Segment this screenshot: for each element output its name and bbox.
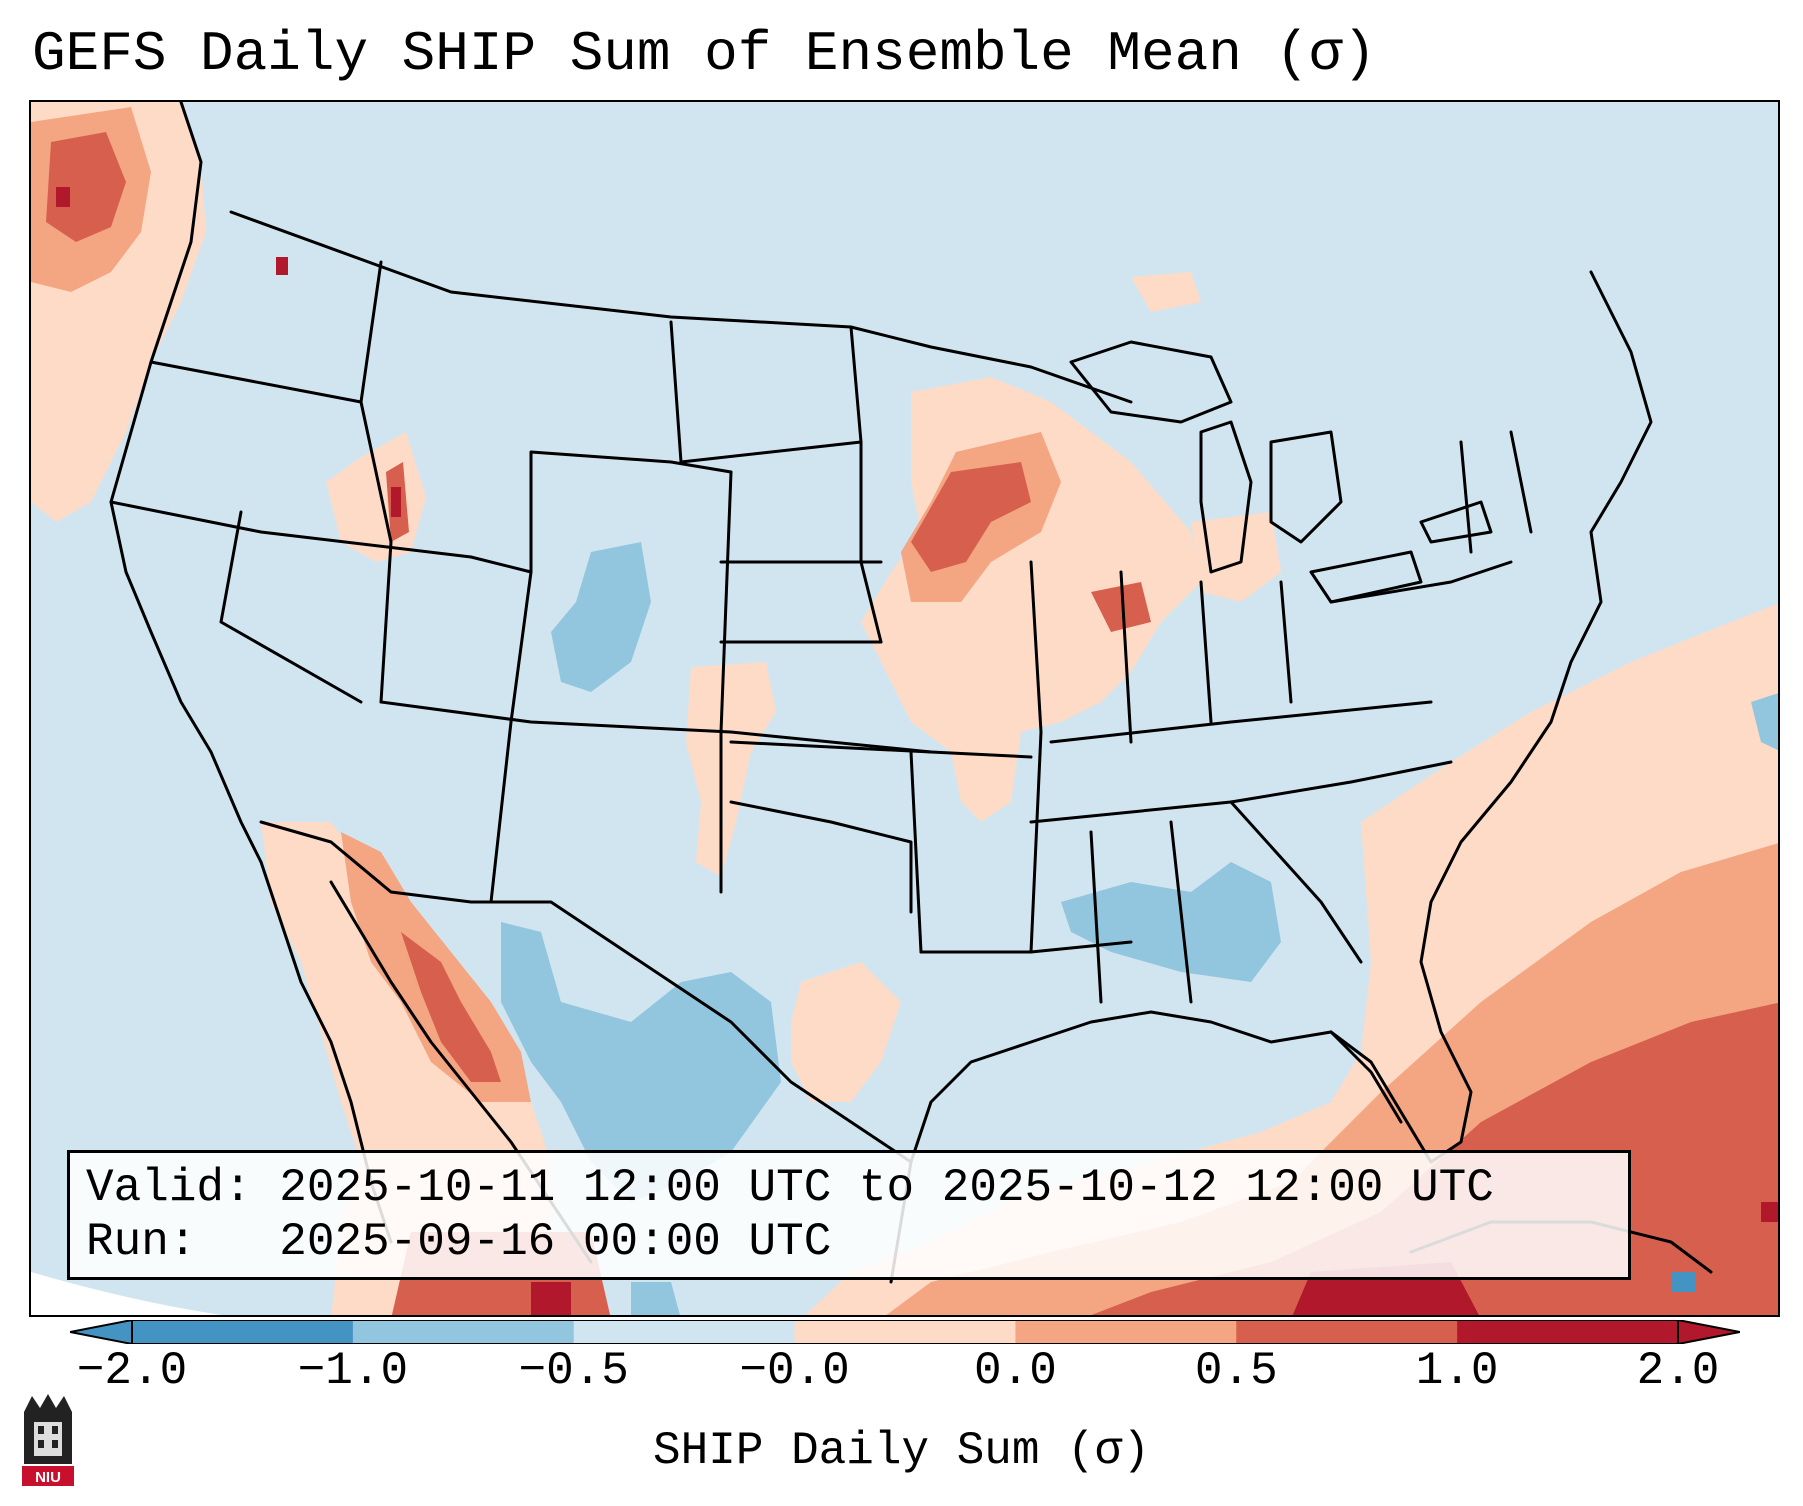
colorbar-segment — [573, 1320, 796, 1344]
region-gulf-coast-below — [1061, 862, 1281, 982]
state-line-nh-me — [1509, 430, 1533, 534]
colorbar-extend-low-outline — [70, 1320, 133, 1344]
state-line-dakota-minnesota — [849, 325, 883, 644]
colorbar — [70, 1320, 1740, 1344]
state-line-pa-ny — [1329, 560, 1513, 604]
region-illinois-high — [1091, 582, 1151, 632]
colorbar-extend-high-outline — [1677, 1320, 1740, 1344]
region-ohio-slight — [1191, 512, 1281, 602]
lake-erie — [1309, 550, 1423, 604]
state-line-arizona-nm — [489, 570, 533, 904]
region-iowa-high — [911, 462, 1031, 572]
region-mexico-north-below — [501, 922, 781, 1202]
colorbar-extend-low — [70, 1320, 132, 1344]
tick-label: −1.0 — [297, 1345, 409, 1397]
tick-label: 0.5 — [1194, 1345, 1278, 1397]
colorbar-segment — [1236, 1320, 1458, 1344]
region-colorado-below — [551, 542, 651, 692]
region-new-mexico-slight — [686, 662, 776, 877]
state-line-nd-sd — [679, 440, 863, 464]
niu-logo: NIU — [22, 1394, 74, 1486]
colorbar-label: SHIP Daily Sum (σ) — [653, 1425, 1150, 1477]
tick-label: 1.0 — [1415, 1345, 1499, 1397]
colorbar-segment — [1457, 1320, 1679, 1344]
state-line-kansas-oklahoma — [729, 740, 1033, 759]
border-us-mexico — [259, 820, 913, 1164]
coastline-florida — [1329, 1030, 1403, 1124]
lake-ontario — [1419, 500, 1493, 544]
state-line-indiana-ohio — [1199, 580, 1213, 724]
valid-run-box: Valid: 2025-10-11 12:00 UTC to 2025-10-1… — [67, 1150, 1631, 1280]
map-canvas — [31, 102, 1778, 1315]
colorbar-segment — [352, 1320, 575, 1344]
lake-huron — [1269, 430, 1343, 544]
region-texas-coast-slight — [791, 962, 901, 1102]
region-pacific-nw-high — [46, 132, 126, 242]
state-line-wyoming — [469, 450, 733, 574]
colorbar-segments — [70, 1320, 1740, 1344]
state-line-alabama-west — [1089, 830, 1103, 1004]
cell-pacific-nw-max — [56, 187, 70, 207]
map-title: GEFS Daily SHIP Sum of Ensemble Mean (σ) — [32, 22, 1377, 86]
region-ontario-slight — [1131, 272, 1201, 312]
region-atlantic-below — [1751, 693, 1778, 751]
tick-label: 2.0 — [1636, 1345, 1720, 1397]
region-mexico-south-below — [631, 1282, 680, 1315]
colorbar-ticks: −2.0 −1.0 −0.5 −0.0 0.0 0.5 1.0 2.0 — [0, 1345, 1803, 1405]
colorbar-segment — [794, 1320, 1016, 1344]
lake-superior — [1069, 340, 1233, 424]
state-line-nm-texas — [719, 470, 733, 894]
state-line-nevada-california — [219, 510, 363, 704]
state-line-mississippi-river — [1029, 560, 1043, 954]
cell-mexico-south-max — [531, 1282, 571, 1315]
colorbar-segment — [132, 1320, 354, 1344]
region-mexico-west-high — [401, 932, 501, 1082]
borders — [109, 102, 1713, 1284]
state-line-georgia-sc — [1229, 800, 1363, 964]
cell-east-max — [1761, 1202, 1778, 1222]
state-line-kentucky — [1049, 700, 1433, 744]
state-line-oklahoma-texas — [729, 800, 913, 914]
out-of-domain-area — [31, 1272, 222, 1315]
state-line-arkansas-west — [909, 750, 923, 954]
state-line-tennessee — [1029, 760, 1453, 824]
logo-red-band — [22, 1466, 74, 1486]
lake-michigan — [1199, 420, 1253, 574]
colorbar-outline — [131, 1320, 1679, 1344]
state-line-ny-vt — [1459, 440, 1473, 554]
state-line-oregon-nevada — [109, 500, 473, 559]
state-line-36n — [379, 700, 933, 754]
tick-label: −0.0 — [739, 1345, 850, 1397]
logo-text: NIU — [35, 1469, 61, 1486]
state-line-illinois-indiana — [1119, 570, 1133, 744]
colorbar-segment — [1015, 1320, 1237, 1344]
tick-label: −0.5 — [518, 1345, 629, 1397]
run-time-text: Run: 2025-09-16 00:00 UTC — [86, 1216, 832, 1268]
state-line-montana-dakota — [669, 320, 683, 464]
anomaly-positive — [31, 102, 1778, 1315]
state-line-idaho-utah — [359, 400, 393, 704]
map-panel — [29, 100, 1780, 1317]
cell-caribbean-below — [1671, 1272, 1695, 1292]
cell-idaho-max — [391, 487, 401, 517]
state-line-ohio-pa — [1279, 580, 1293, 704]
anomaly-negative — [501, 542, 1778, 1315]
valid-time-text: Valid: 2025-10-11 12:00 UTC to 2025-10-1… — [86, 1162, 1494, 1214]
colorbar-extend-high — [1678, 1320, 1740, 1344]
tick-label: −2.0 — [76, 1345, 188, 1397]
tick-label: 0.0 — [974, 1345, 1057, 1397]
cell-washington-max — [276, 257, 288, 275]
state-line-alabama-georgia — [1169, 820, 1193, 1004]
